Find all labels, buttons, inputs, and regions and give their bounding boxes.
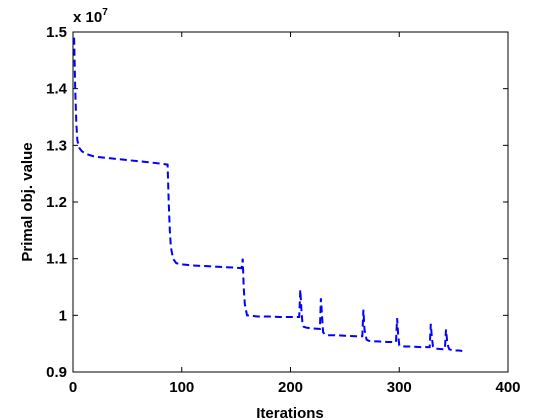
x-tick-label: 300 <box>387 379 412 396</box>
y-tick-label: 1 <box>59 307 67 324</box>
x-axis-label: Iterations <box>256 405 324 420</box>
y-axis-label: Primal obj. value <box>19 142 36 261</box>
x-tick-label: 100 <box>169 379 194 396</box>
y-tick-label: 1.3 <box>46 137 67 154</box>
x-tick-label: 400 <box>495 379 520 396</box>
series-line <box>73 37 463 352</box>
x-tick-label: 200 <box>278 379 303 396</box>
plot-area <box>72 31 509 373</box>
y-tick-label: 0.9 <box>46 364 67 381</box>
y-multiplier-exponent: 7 <box>102 7 108 18</box>
x-tick-label: 0 <box>69 379 77 396</box>
y-tick-label: 1.2 <box>46 194 67 211</box>
series-layer <box>73 37 463 352</box>
y-multiplier-base: x 10 <box>73 9 102 26</box>
y-multiplier-label: x 107 <box>73 7 108 26</box>
y-tick-label: 1.1 <box>46 251 67 268</box>
tick-group: 0 100 200 300 400 0.9 1 1.1 1.2 1.3 1.4 1.5 <box>46 24 520 396</box>
y-tick-label: 1.5 <box>46 24 67 41</box>
y-tick-label: 1.4 <box>46 81 68 98</box>
